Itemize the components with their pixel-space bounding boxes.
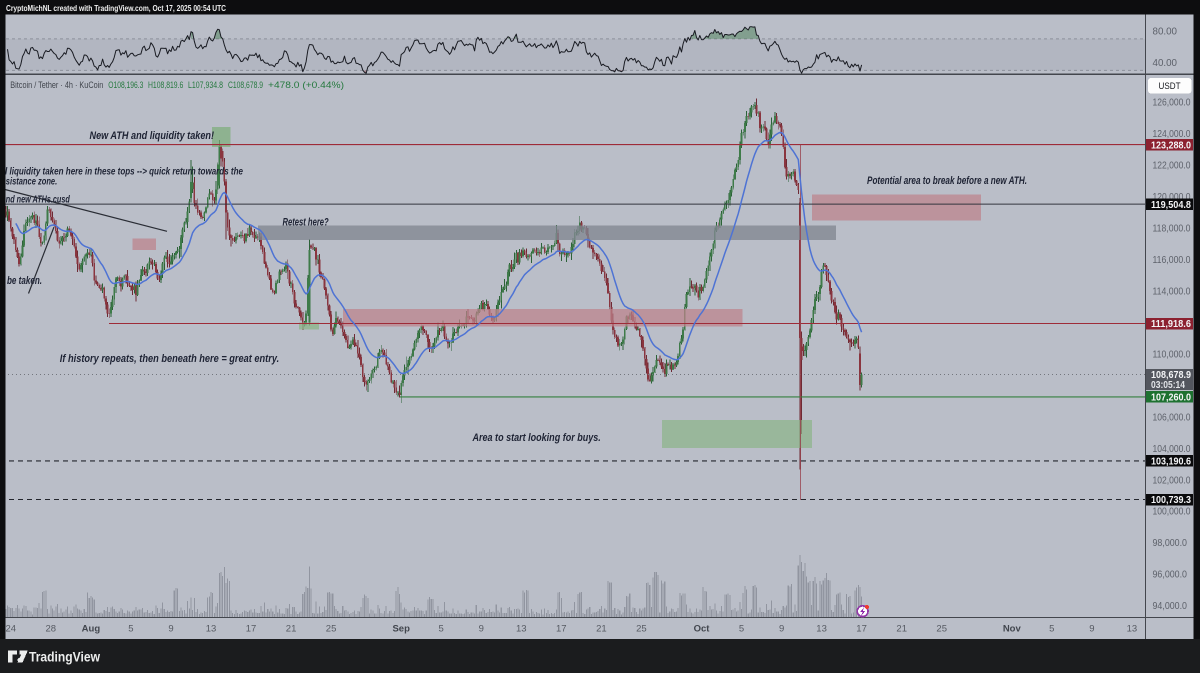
svg-text:108,678.9: 108,678.9 [1151,370,1191,381]
svg-text:5: 5 [739,624,744,635]
svg-text:25: 25 [936,624,947,635]
svg-text:13: 13 [206,624,217,635]
svg-text:+478.0 (+0.44%): +478.0 (+0.44%) [268,80,344,91]
svg-text:98,000.0: 98,000.0 [1153,538,1188,549]
svg-text:124,000.0: 124,000.0 [1153,129,1191,140]
svg-text:17: 17 [556,624,567,635]
svg-text:TradingView: TradingView [29,650,100,665]
svg-text:03:05:14: 03:05:14 [1151,380,1185,391]
svg-text:96,000.0: 96,000.0 [1153,570,1188,581]
svg-text:21: 21 [896,624,907,635]
svg-text:Bitcoin / Tether · 4h · KuCoin: Bitcoin / Tether · 4h · KuCoin [10,80,103,90]
svg-text:9: 9 [779,624,784,635]
svg-text:40.00: 40.00 [1153,58,1178,69]
svg-text:111,918.6: 111,918.6 [1151,319,1191,330]
svg-text:114,000.0: 114,000.0 [1153,286,1191,297]
svg-text:94,000.0: 94,000.0 [1153,601,1188,612]
svg-text:28: 28 [46,624,57,635]
svg-text:C108,678.9: C108,678.9 [228,80,263,90]
svg-text:sistance zone.: sistance zone. [6,176,57,187]
svg-text:126,000.0: 126,000.0 [1153,98,1191,109]
svg-text:Oct: Oct [694,624,711,635]
svg-text:If history repeats, then benea: If history repeats, then beneath here = … [60,353,279,365]
svg-text:USDT: USDT [1159,81,1181,91]
svg-text:17: 17 [856,624,867,635]
svg-text:nd new ATHs.cusd: nd new ATHs.cusd [6,195,71,206]
svg-text:be taken.: be taken. [7,275,42,287]
svg-text:119,504.8: 119,504.8 [1151,200,1191,211]
svg-text:9: 9 [479,624,484,635]
svg-text:l liquidity taken here in thes: l liquidity taken here in these tops -->… [5,166,243,177]
svg-text:5: 5 [439,624,444,635]
svg-text:O108,196.3: O108,196.3 [108,80,143,90]
svg-text:100,739.3: 100,739.3 [1151,495,1191,506]
svg-text:118,000.0: 118,000.0 [1153,223,1191,234]
svg-text:21: 21 [286,624,297,635]
svg-text:CryptoMichNL created with Trad: CryptoMichNL created with TradingView.co… [6,4,226,13]
svg-text:120,000.0: 120,000.0 [1153,192,1191,203]
svg-text:Potential area to break before: Potential area to break before a new ATH… [867,175,1027,187]
svg-text:L107,934.8: L107,934.8 [188,80,223,90]
svg-text:17: 17 [246,624,257,635]
svg-text:21: 21 [596,624,607,635]
svg-text:5: 5 [1049,624,1054,635]
svg-text:103,190.6: 103,190.6 [1151,457,1191,468]
svg-text:9: 9 [1089,624,1094,635]
svg-text:Nov: Nov [1003,624,1022,635]
svg-text:Area to start looking for buys: Area to start looking for buys. [472,432,601,444]
svg-text:24: 24 [6,624,17,635]
svg-text:122,000.0: 122,000.0 [1153,161,1191,172]
svg-text:80.00: 80.00 [1153,27,1178,38]
svg-text:116,000.0: 116,000.0 [1153,255,1191,266]
svg-text:13: 13 [1127,624,1138,635]
svg-text:104,000.0: 104,000.0 [1153,444,1191,455]
svg-text:25: 25 [326,624,337,635]
svg-text:106,000.0: 106,000.0 [1153,412,1191,423]
svg-text:5: 5 [128,624,133,635]
svg-text:100,000.0: 100,000.0 [1153,507,1191,518]
svg-text:Sep: Sep [392,624,410,635]
svg-text:107,260.0: 107,260.0 [1151,393,1191,404]
svg-text:9: 9 [168,624,173,635]
svg-text:102,000.0: 102,000.0 [1153,475,1191,486]
svg-text:H108,819.6: H108,819.6 [148,80,183,90]
svg-text:13: 13 [816,624,827,635]
svg-text:13: 13 [516,624,527,635]
svg-text:25: 25 [636,624,647,635]
svg-text:110,000.0: 110,000.0 [1153,349,1191,360]
svg-text:Retest here?: Retest here? [283,216,329,228]
svg-text:New ATH and liquidity taken!: New ATH and liquidity taken! [90,130,215,142]
svg-text:Aug: Aug [82,624,101,635]
svg-text:123,288.0: 123,288.0 [1151,140,1191,151]
